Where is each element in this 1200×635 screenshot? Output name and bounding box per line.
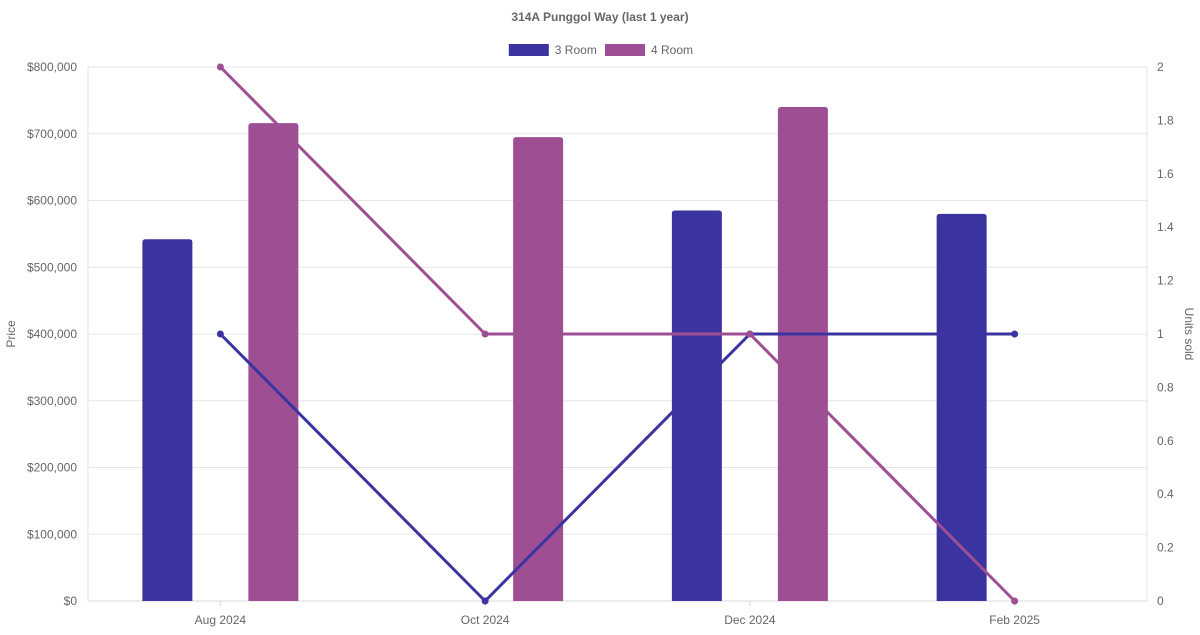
y-right-tick-label: 0 [1157,594,1164,608]
point-4-room-1[interactable] [481,330,489,338]
legend-swatch[interactable] [605,44,645,56]
y-left-tick-label: $700,000 [27,127,77,141]
y-left-tick-label: $400,000 [27,327,77,341]
y-right-tick-label: 0.2 [1157,541,1174,555]
bar-series [142,107,987,602]
legend-swatch[interactable] [508,44,549,56]
y-left-tick-label: $200,000 [27,461,77,475]
y-right-tick-label: 2 [1157,60,1164,74]
y-right-tick-label: 0.4 [1157,487,1174,501]
bar-3-room-2[interactable] [671,210,722,601]
x-tick-label: Dec 2024 [724,613,776,627]
y-right-tick-label: 1.6 [1157,167,1174,181]
y-left-tick-label: $0 [64,594,78,608]
y-axis-right-title: Units sold [1182,308,1196,361]
y-right-tick-label: 1.8 [1157,113,1174,127]
axes: $0 $100,000 $200,000 $300,000 $400,000 $500,0… [27,60,1174,627]
y-left-tick-label: $100,000 [27,527,77,541]
x-tick-label: Aug 2024 [195,613,247,627]
bar-4-room-0[interactable] [248,123,299,601]
line-series [219,65,1016,603]
bar-4-room-1[interactable] [513,137,564,601]
point-4-room-0[interactable] [216,63,224,71]
x-tick-label: Oct 2024 [461,613,510,627]
legend-label[interactable]: 4 Room [651,43,693,57]
legend-label[interactable]: 3 Room [555,43,597,57]
chart-title: 314A Punggol Way (last 1 year) [511,10,688,24]
y-right-tick-label: 1 [1157,327,1164,341]
point-4-room-2[interactable] [746,330,754,338]
line-4-room[interactable] [219,65,1016,603]
x-tick-label: Feb 2025 [989,613,1040,627]
bar-4-room-2[interactable] [777,107,828,602]
y-left-tick-label: $300,000 [27,394,77,408]
point-4-room-3[interactable] [1011,597,1019,605]
y-right-tick-label: 0.6 [1157,434,1174,448]
y-left-tick-label: $800,000 [27,60,77,74]
y-left-tick-label: $600,000 [27,194,77,208]
legend: 3 Room 4 Room [508,43,693,57]
y-axis-left-title: Price [4,320,18,348]
y-right-tick-label: 1.4 [1157,220,1174,234]
y-left-tick-label: $500,000 [27,260,77,274]
y-right-tick-label: 0.8 [1157,380,1174,394]
point-3-room-1[interactable] [481,597,489,605]
bar-3-room-0[interactable] [142,239,193,601]
point-3-room-3[interactable] [1011,330,1019,338]
bar-3-room-3[interactable] [936,213,987,601]
y-right-tick-label: 1.2 [1157,274,1174,288]
point-3-room-0[interactable] [216,330,224,338]
line-3-room[interactable] [219,332,1015,603]
line-points [216,63,1019,605]
